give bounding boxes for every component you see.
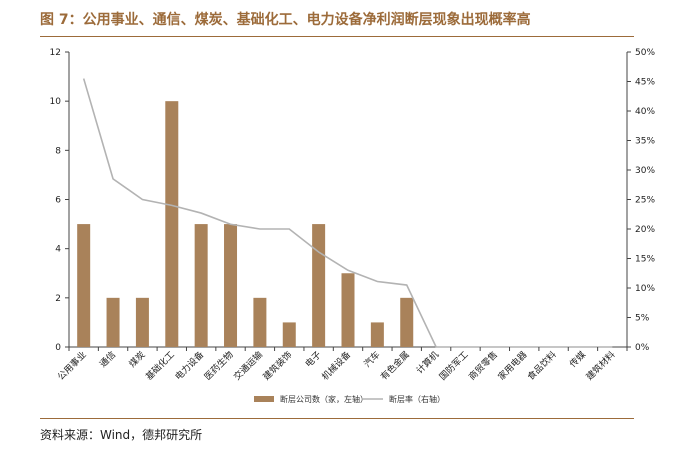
right-tick-label: 40% [635,107,655,117]
bottom-rule [40,418,634,419]
category-label: 国防军工 [437,349,471,383]
bar [106,297,120,347]
legend-bar-swatch [254,396,274,402]
left-axis-ticks: 0 2 4 6 8 10 12 [50,48,69,353]
bar [165,101,179,348]
right-tick-label: 20% [635,225,655,235]
right-axis-ticks: 0% 5% 10% 15% 20% 25% 30% 35% 40% 45% 50% [627,48,655,353]
category-label: 建筑材料 [583,349,617,383]
figure-title: 图 7：公用事业、通信、煤炭、基础化工、电力设备净利润断层现象出现概率高 [40,12,531,28]
bar [224,224,238,347]
category-label: 计算机 [414,349,442,377]
left-tick-label: 6 [55,196,61,206]
category-label: 公用事业 [55,349,89,383]
category-label: 医药生物 [202,349,236,383]
bar [282,322,296,347]
category-label: 商贸零售 [466,349,500,383]
source-note: 资料来源：Wind，德邦研究所 [40,428,203,442]
right-tick-label: 5% [635,314,650,324]
bar [253,297,267,347]
bar [312,224,326,347]
right-tick-label: 30% [635,166,655,176]
left-tick-label: 4 [55,245,61,255]
left-tick-label: 12 [50,48,61,58]
bar [135,297,149,347]
bar [400,297,414,347]
legend-line-label: 断层率（右轴） [389,394,445,404]
category-label: 电力设备 [172,349,206,383]
category-label: 汽车 [361,349,382,370]
right-tick-label: 25% [635,196,655,206]
left-tick-label: 0 [55,343,61,353]
left-tick-label: 2 [55,294,61,304]
bar [341,273,355,347]
category-label: 机械设备 [319,349,353,383]
right-tick-label: 45% [635,78,655,88]
category-label: 基础化工 [143,349,177,383]
category-label: 建筑装饰 [260,349,294,383]
category-label: 交通运输 [231,349,265,383]
category-label: 电子 [303,349,324,370]
right-tick-label: 15% [635,255,655,265]
bar [194,224,208,347]
category-label: 家用电器 [495,349,529,383]
legend-bar-label: 断层公司数（家，左轴） [280,394,368,404]
left-tick-label: 10 [50,97,62,107]
category-label: 食品饮料 [525,349,559,383]
right-tick-label: 10% [635,284,655,294]
bar [370,322,384,347]
bars [77,101,414,348]
category-label: 有色金属 [378,349,412,383]
title-rule [40,36,634,37]
category-label: 通信 [97,349,118,370]
category-label: 传媒 [567,349,588,370]
left-tick-label: 8 [55,146,61,156]
legend: 断层公司数（家，左轴） 断层率（右轴） [254,394,445,404]
right-tick-label: 0% [635,343,650,353]
rate-line [82,78,613,348]
right-tick-label: 50% [635,48,655,58]
bar [77,224,91,347]
right-tick-label: 35% [635,137,655,147]
category-label: 煤炭 [126,349,147,370]
